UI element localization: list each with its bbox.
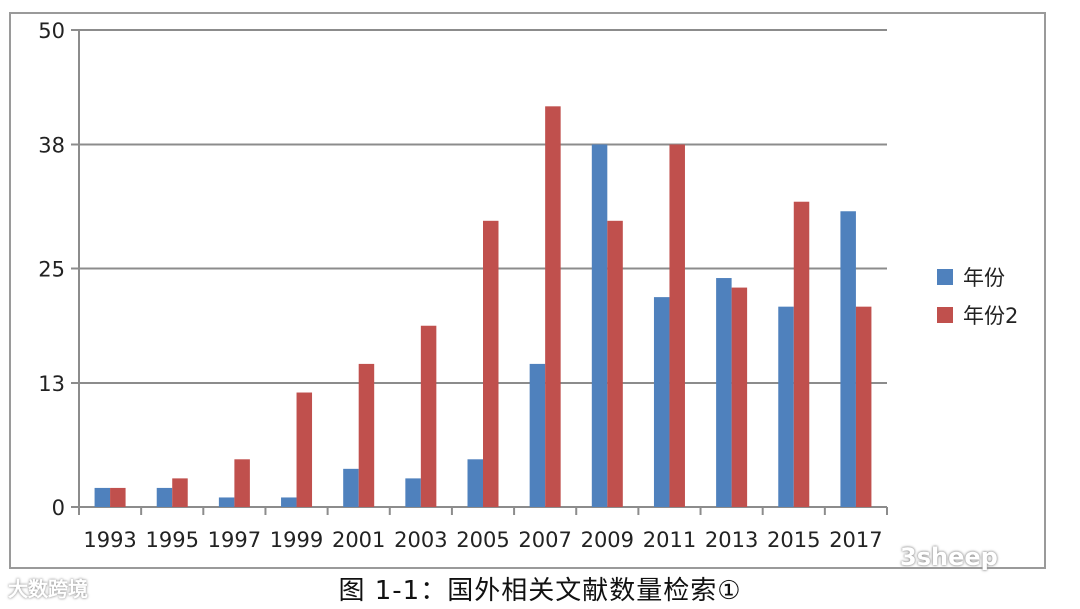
x-tick-label: 1997 [208, 528, 261, 552]
watermark-left: 大数跨境 [8, 577, 88, 601]
bar-2 [483, 220, 499, 508]
legend-swatch-series-2 [937, 307, 953, 323]
bar-2 [296, 392, 313, 507]
legend-swatch-series-1 [937, 269, 953, 285]
bar-1 [281, 497, 297, 507]
bar-2 [110, 487, 126, 507]
bar-1 [653, 297, 670, 507]
x-tick-label: 2003 [394, 528, 447, 552]
x-tick-label: 2007 [518, 528, 571, 552]
x-tick-label: 2013 [705, 528, 758, 552]
x-tick-label: 1993 [83, 528, 136, 552]
x-tick-label: 2011 [643, 528, 696, 552]
legend-item-series-2: 年份2 [937, 296, 1018, 334]
bar-2 [607, 220, 623, 508]
legend-label-series-1: 年份 [963, 266, 1005, 290]
legend-item-series-1: 年份 [937, 258, 1018, 296]
x-tick-label: 2015 [767, 528, 820, 552]
x-tick-label: 2001 [332, 528, 385, 552]
bar-2 [172, 478, 188, 507]
y-tick-label: 0 [52, 496, 65, 520]
y-tick-label: 50 [38, 19, 65, 43]
bar-1 [591, 144, 608, 508]
bar-1 [405, 478, 421, 507]
bar-2 [234, 459, 250, 507]
figure-caption: 图 1-1：国外相关文献数量检索① [338, 576, 742, 606]
x-tick-label: 1999 [270, 528, 323, 552]
y-tick-label: 13 [38, 372, 65, 396]
bar-2 [855, 306, 872, 507]
bar-1 [94, 487, 111, 507]
bar-2 [731, 287, 748, 507]
x-tick-label: 2009 [581, 528, 634, 552]
bar-1 [218, 497, 235, 507]
bar-2 [358, 363, 375, 507]
bar-2 [669, 144, 685, 508]
bar-1 [529, 363, 546, 507]
watermark-right: 3sheep [900, 543, 998, 571]
chart-frame [9, 12, 1046, 569]
bar-1 [467, 459, 483, 507]
x-tick-label: 2017 [829, 528, 882, 552]
x-tick-label: 2005 [456, 528, 509, 552]
chart-legend: 年份 年份2 [937, 258, 1018, 334]
bar-1 [716, 278, 732, 507]
bar-1 [156, 487, 173, 507]
bar-2 [545, 106, 561, 507]
x-tick-label: 1995 [146, 528, 199, 552]
bar-2 [793, 201, 810, 507]
y-tick-label: 25 [38, 258, 65, 282]
bar-1 [840, 211, 856, 507]
bar-2 [420, 325, 437, 507]
y-tick-label: 38 [38, 133, 65, 157]
bar-1 [343, 468, 359, 507]
bar-1 [778, 306, 794, 507]
legend-label-series-2: 年份2 [963, 304, 1019, 328]
